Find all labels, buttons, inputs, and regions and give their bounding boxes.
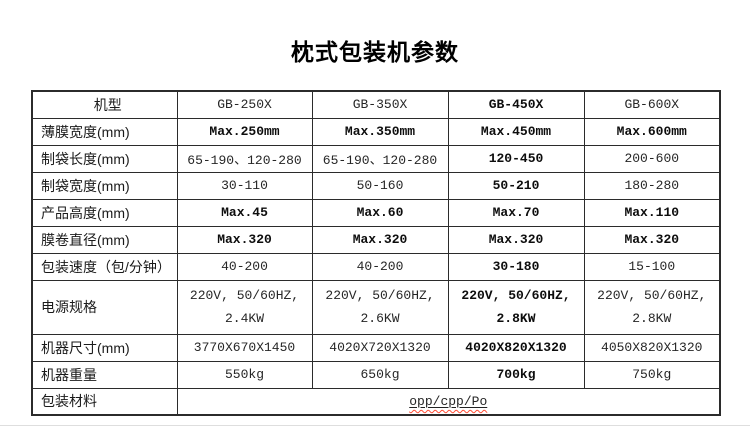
spec-value-cell: 120-450 [447,144,585,173]
spec-value-cell: 4050X820X1320 [583,333,721,362]
spellcheck-squiggle: opp/cpp/Po [409,394,487,409]
spec-value-cell: 700kg [447,360,585,389]
table-row-film-width: 薄膜宽度(mm) Max.250mm Max.350mm Max.450mm M… [31,117,721,146]
power-line-1: 220V, 50/60HZ, [461,288,571,303]
table-row-bag-width: 制袋宽度(mm) 30-110 50-160 50-210 180-280 [31,171,721,200]
table-row-packing-material: 包装材料 opp/cpp/Po [31,387,721,416]
spec-value-cell: Max.350mm [311,117,449,146]
row-label: 制袋宽度(mm) [31,171,178,200]
spec-value-cell: 750kg [583,360,721,389]
spec-value-cell: 220V, 50/60HZ, 2.8KW [447,279,585,335]
table-row-film-roll-diameter: 膜卷直径(mm) Max.320 Max.320 Max.320 Max.320 [31,225,721,254]
row-label: 机器尺寸(mm) [31,333,178,362]
row-label: 包装速度（包/分钟） [31,252,178,281]
table-row-bag-length: 制袋长度(mm) 65-190、120-280 65-190、120-280 1… [31,144,721,173]
spec-value-cell: 220V, 50/60HZ, 2.8KW [583,279,721,335]
spec-value-cell: 30-180 [447,252,585,281]
power-line-1: 220V, 50/60HZ, [189,288,300,303]
spec-value-cell: Max.320 [447,225,585,254]
row-label: 膜卷直径(mm) [31,225,178,254]
spec-value-cell: 650kg [311,360,449,389]
table-row-machine-size: 机器尺寸(mm) 3770X670X1450 4020X720X1320 402… [31,333,721,362]
spec-value-cell: Max.110 [583,198,721,227]
power-line-2: 2.8KW [496,311,536,326]
spec-value-cell: 50-210 [447,171,585,200]
spec-value-cell: 4020X720X1320 [311,333,449,362]
row-label: 机器重量 [31,360,178,389]
row-label: 电源规格 [31,279,178,335]
power-line-2: 2.6KW [360,311,400,326]
model-name-cell: GB-250X [176,90,313,119]
spec-value-cell: 550kg [176,360,313,389]
spec-value-cell: Max.320 [583,225,721,254]
table-row-packing-speed: 包装速度（包/分钟） 40-200 40-200 30-180 15-100 [31,252,721,281]
power-line-2: 2.4KW [224,311,264,326]
row-label: 制袋长度(mm) [31,144,178,173]
spec-value-cell: 200-600 [583,144,721,173]
spec-value-cell: 40-200 [176,252,313,281]
spec-value-cell: Max.60 [311,198,449,227]
model-name-cell: GB-350X [311,90,449,119]
row-label: 产品高度(mm) [31,198,178,227]
table-row-power-spec: 电源规格 220V, 50/60HZ, 2.4KW 220V, 50/60HZ,… [31,279,721,335]
model-name-cell: GB-600X [583,90,721,119]
model-name-cell: GB-450X [447,90,585,119]
spec-value-cell: Max.450mm [447,117,585,146]
table-row-machine-weight: 机器重量 550kg 650kg 700kg 750kg [31,360,721,389]
row-label: 包装材料 [31,387,178,416]
spec-value-cell: 40-200 [311,252,449,281]
spec-value-cell: 3770X670X1450 [176,333,313,362]
power-line-1: 220V, 50/60HZ, [325,288,435,303]
spec-value-cell: 180-280 [583,171,721,200]
spec-value-cell: 220V, 50/60HZ, 2.6KW [311,279,449,335]
power-line-1: 220V, 50/60HZ, [597,288,707,303]
spec-value-cell: Max.45 [176,198,313,227]
spec-value-cell: 4020X820X1320 [447,333,585,362]
page-title: 枕式包装机参数 [291,39,459,66]
spec-value-cell: Max.320 [311,225,449,254]
header-row: 机型 GB-250X GB-350X GB-450X GB-600X [31,90,721,119]
spec-value-cell: 50-160 [311,171,449,200]
spec-value-cell: 220V, 50/60HZ, 2.4KW [176,279,313,335]
model-header-label: 机型 [31,90,178,119]
spec-value-cell: Max.70 [447,198,585,227]
spec-value-cell: 65-190、120-280 [311,144,449,173]
spec-value-cell: 65-190、120-280 [176,144,313,173]
packing-material-value: opp/cpp/Po [409,393,488,409]
packing-material-cell: opp/cpp/Po [176,387,721,416]
table-row-product-height: 产品高度(mm) Max.45 Max.60 Max.70 Max.110 [31,198,721,227]
spec-value-cell: Max.250mm [176,117,313,146]
spec-value-cell: 30-110 [176,171,313,200]
power-line-2: 2.8KW [632,311,672,326]
row-label: 薄膜宽度(mm) [31,117,178,146]
spec-value-cell: 15-100 [583,252,721,281]
spec-table: 机型 GB-250X GB-350X GB-450X GB-600X 薄膜宽度(… [31,90,721,416]
spec-value-cell: Max.600mm [583,117,721,146]
spec-value-cell: Max.320 [176,225,313,254]
page-edge-divider [0,425,750,426]
